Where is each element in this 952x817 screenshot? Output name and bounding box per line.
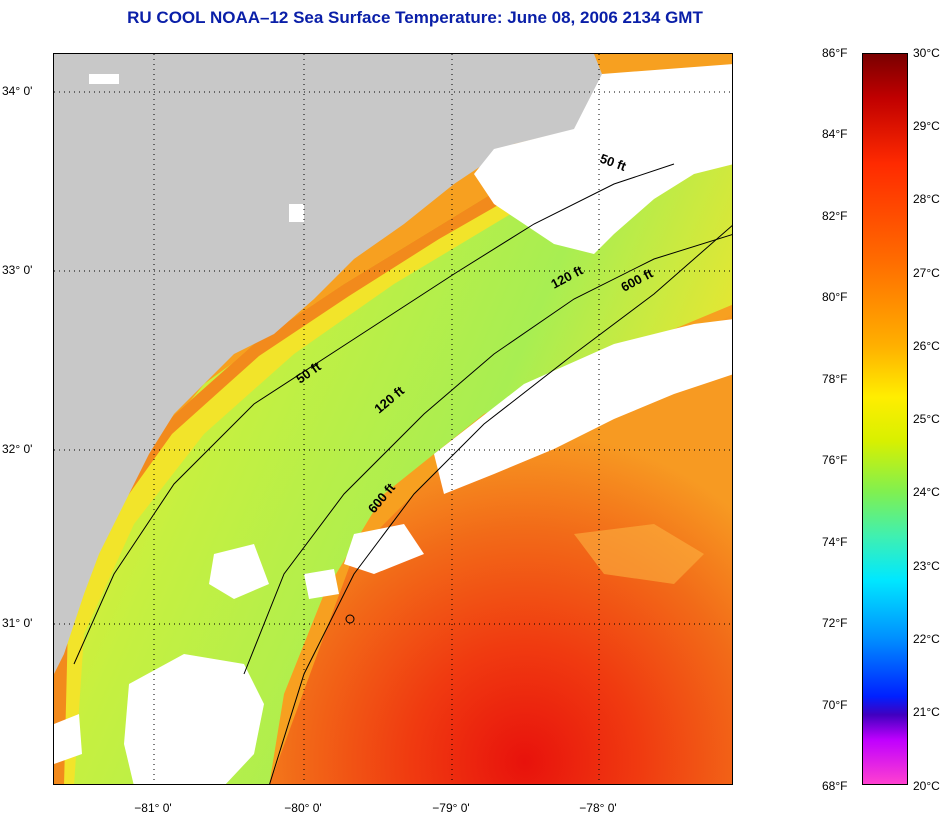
colorbar-c-23: 23°C bbox=[913, 559, 940, 573]
lat-label-32: 32° 0' bbox=[2, 442, 33, 456]
colorbar-f-78: 78°F bbox=[822, 372, 848, 386]
colorbar-c-24: 24°C bbox=[913, 485, 940, 499]
lon-label-78: −78° 0' bbox=[579, 801, 617, 815]
cloud-patch-5 bbox=[574, 524, 704, 584]
colorbar-f-80: 80°F bbox=[822, 290, 848, 304]
contour-50ft bbox=[73, 163, 675, 665]
lat-label-31: 31° 0' bbox=[2, 616, 33, 630]
contour-120ft bbox=[243, 234, 732, 675]
page-title: RU COOL NOAA–12 Sea Surface Temperature:… bbox=[127, 8, 703, 27]
colorbar-f-76: 76°F bbox=[822, 453, 848, 467]
island-1 bbox=[89, 74, 119, 84]
bathymetry-contours bbox=[73, 163, 732, 784]
colorbar-c-26: 26°C bbox=[913, 339, 940, 353]
colorbar-f-82: 82°F bbox=[822, 209, 848, 223]
colorbar-c-20: 20°C bbox=[913, 779, 940, 793]
contour-600ft bbox=[269, 225, 732, 784]
colorbar-c-25: 25°C bbox=[913, 412, 940, 426]
sst-map: 50 ft 120 ft 600 ft 50 ft 120 ft 600 ft bbox=[53, 53, 733, 785]
colorbar-f-74: 74°F bbox=[822, 535, 848, 549]
colorbar-c-30: 30°C bbox=[913, 46, 940, 60]
temperature-colorbar bbox=[862, 53, 908, 785]
colorbar-f-70: 70°F bbox=[822, 698, 848, 712]
cloud-patch-3 bbox=[304, 569, 339, 599]
colorbar-c-22: 22°C bbox=[913, 632, 940, 646]
lon-label-80: −80° 0' bbox=[284, 801, 322, 815]
lat-label-34: 34° 0' bbox=[2, 84, 33, 98]
lat-label-33: 33° 0' bbox=[2, 263, 33, 277]
cloud-patch-1 bbox=[344, 524, 424, 574]
colorbar-f-72: 72°F bbox=[822, 616, 848, 630]
gulf-stream-warm-water bbox=[269, 315, 732, 784]
cloud-mid bbox=[434, 319, 732, 494]
land bbox=[54, 54, 609, 674]
grid-lines bbox=[54, 54, 732, 784]
lon-label-79: −79° 0' bbox=[432, 801, 470, 815]
colorbar-f-84: 84°F bbox=[822, 127, 848, 141]
lon-label-81: −81° 0' bbox=[134, 801, 172, 815]
cloud-ne bbox=[474, 64, 732, 254]
colorbar-f-86: 86°F bbox=[822, 46, 848, 60]
nearshore-band bbox=[54, 144, 594, 784]
colorbar-c-27: 27°C bbox=[913, 266, 940, 280]
sst-map-canvas: 50 ft 120 ft 600 ft 50 ft 120 ft 600 ft bbox=[54, 54, 732, 784]
island-2 bbox=[289, 204, 304, 222]
colorbar-f-68: 68°F bbox=[822, 779, 848, 793]
colorbar-c-21: 21°C bbox=[913, 705, 940, 719]
colorbar-c-28: 28°C bbox=[913, 192, 940, 206]
cloud-patch-2 bbox=[209, 544, 269, 599]
colorbar-c-29: 29°C bbox=[913, 119, 940, 133]
shelf-water bbox=[54, 154, 732, 784]
cloud-patch-4 bbox=[54, 714, 82, 764]
cloud-sw bbox=[124, 654, 264, 784]
